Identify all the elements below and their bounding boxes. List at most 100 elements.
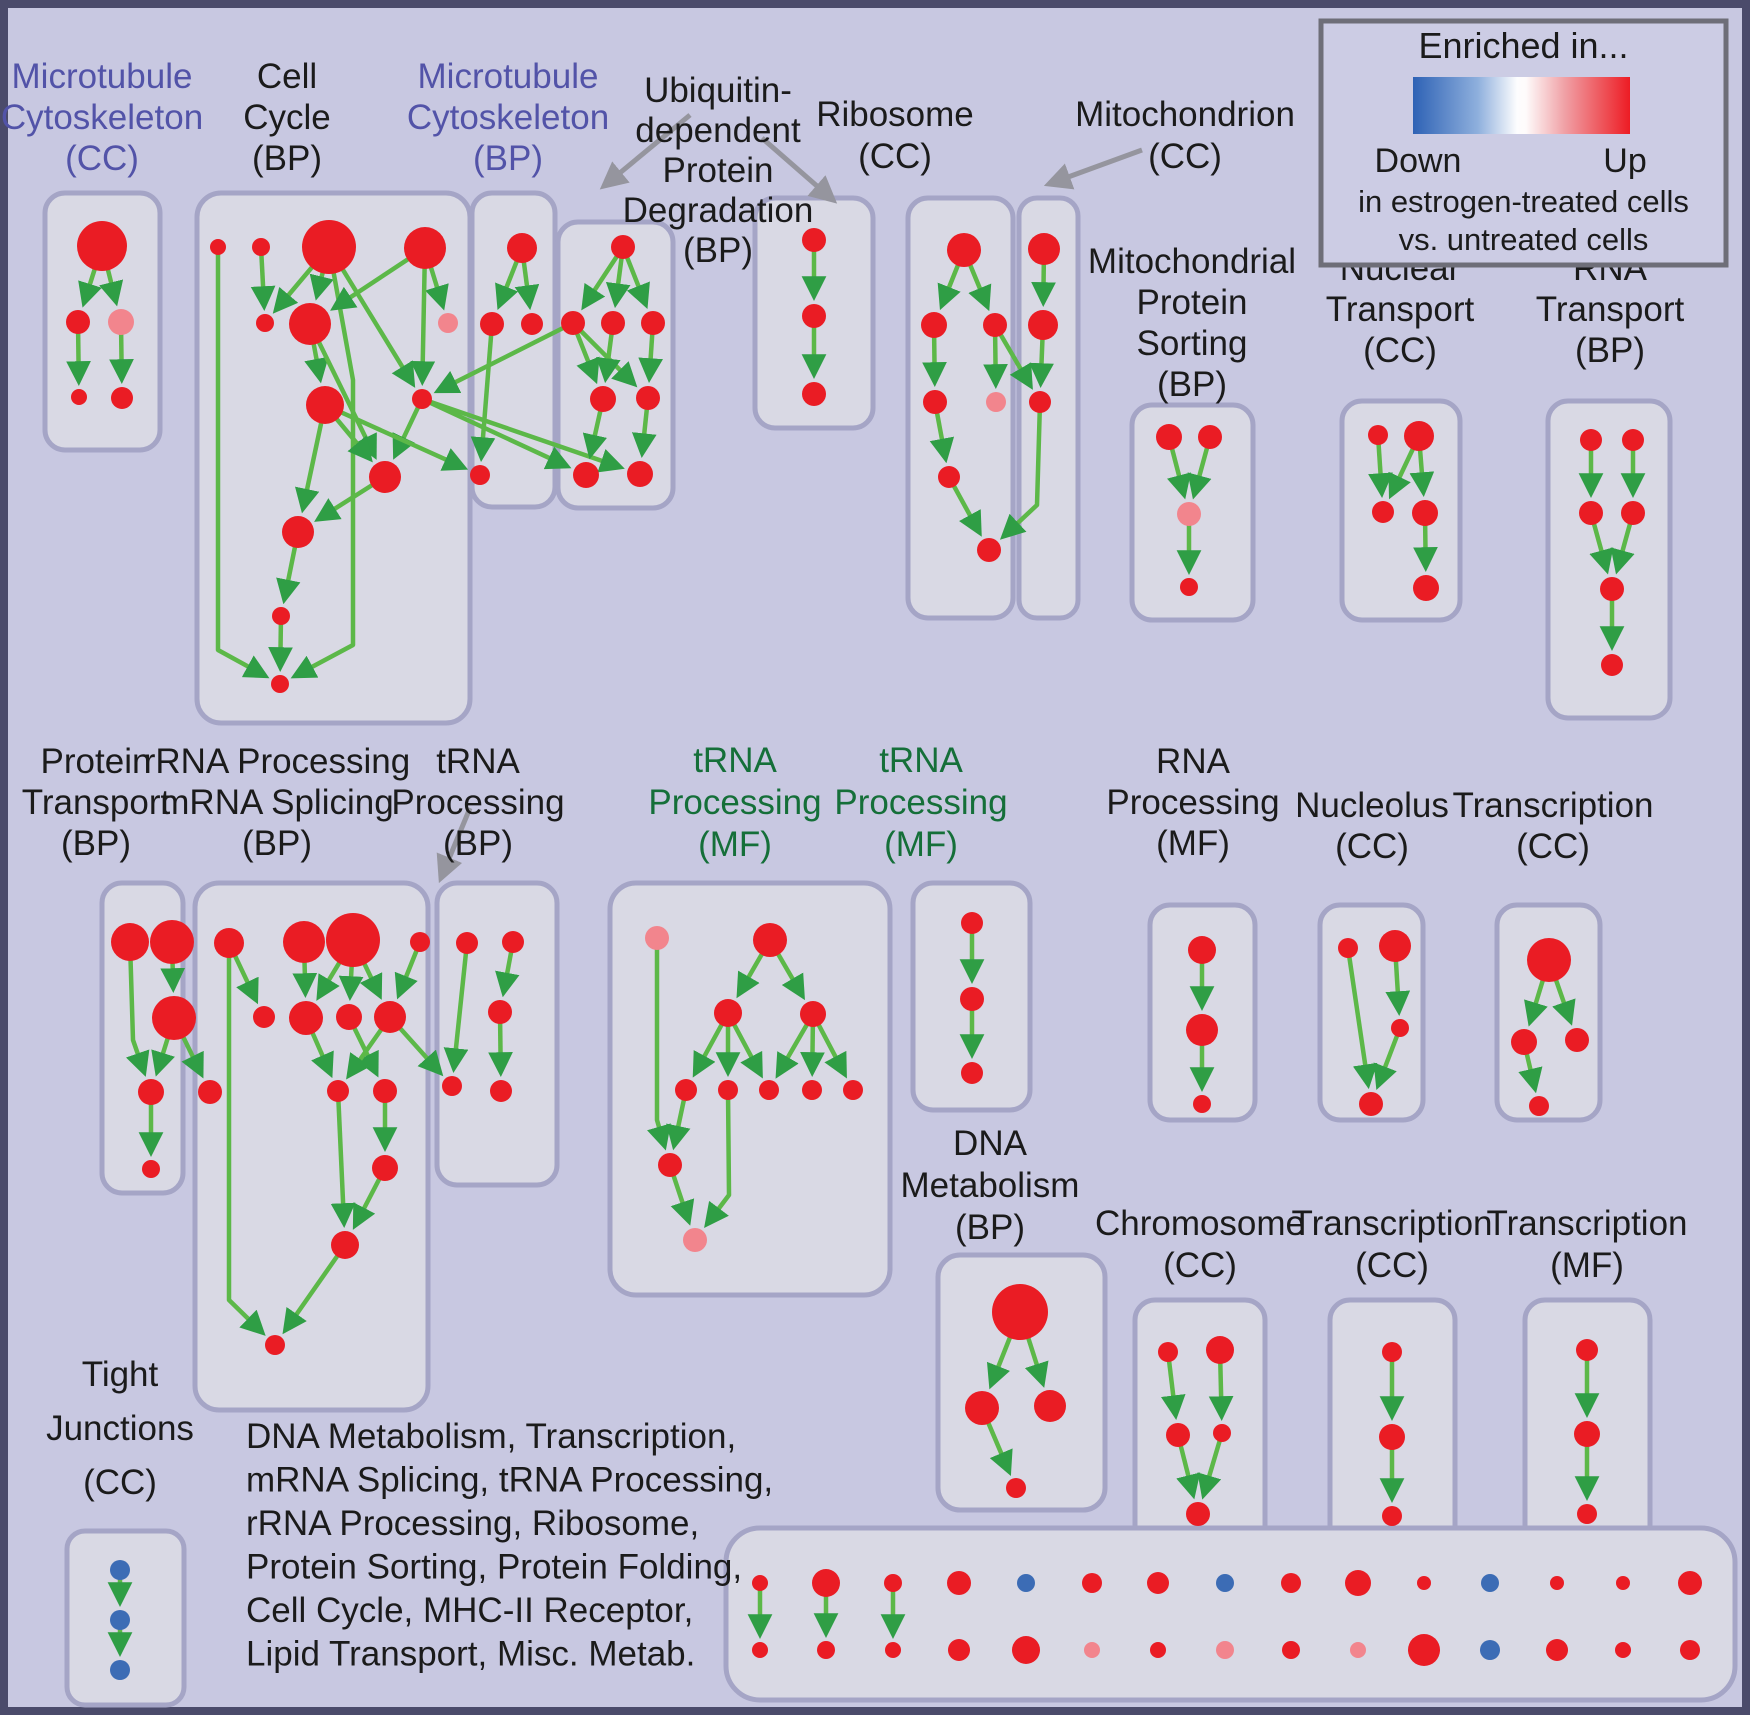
node-g2 xyxy=(1511,1029,1537,1055)
misc-groups-text-line2: mRNA Splicing, tRNA Processing, xyxy=(246,1461,773,1500)
node-c2 xyxy=(1206,1336,1234,1364)
node-u4 xyxy=(641,311,665,335)
node-c3 xyxy=(1166,1423,1190,1447)
node-c1 xyxy=(1158,1342,1178,1362)
node-wb6 xyxy=(1084,1642,1100,1658)
node-rr0 xyxy=(198,1080,222,1104)
cluster-label-mitochondrion-line2: (CC) xyxy=(1148,137,1222,176)
node-n13 xyxy=(271,675,289,693)
node-q6 xyxy=(1601,654,1623,676)
node-ka xyxy=(714,999,742,1027)
cluster-label-trna-bp-line1: tRNA xyxy=(436,742,520,781)
legend-title: Enriched in... xyxy=(1418,25,1628,66)
node-g1 xyxy=(1527,938,1571,982)
node-s2 xyxy=(1198,425,1222,449)
node-p5 xyxy=(1413,575,1439,601)
node-t3 xyxy=(1029,391,1051,413)
node-q1 xyxy=(1580,429,1602,451)
cluster-label-mito-sorting-line3: Sorting xyxy=(1137,324,1248,363)
node-q2 xyxy=(1622,429,1644,451)
legend-up-label: Up xyxy=(1603,142,1646,180)
node-j2 xyxy=(110,1610,130,1630)
node-u2 xyxy=(561,311,585,335)
edge-tb1-tb4 xyxy=(443,942,470,1074)
node-b3 xyxy=(983,313,1007,337)
cluster-label-ubiquitin-line2: dependent xyxy=(635,111,801,150)
node-g3 xyxy=(1565,1028,1589,1052)
cluster-label-mito-sorting-line2: Protein xyxy=(1137,283,1248,322)
node-y4 xyxy=(1359,1092,1383,1116)
cluster-label-rna-processing-mf-line3: (MF) xyxy=(1156,824,1230,863)
node-c4 xyxy=(1213,1424,1231,1442)
node-ks1 xyxy=(675,1079,697,1101)
cluster-label-microtubule-bp-line2: Cytoskeleton xyxy=(407,98,609,137)
node-a1 xyxy=(77,221,127,271)
node-t2 xyxy=(1028,310,1058,340)
node-r12 xyxy=(331,1231,359,1259)
node-w5 xyxy=(142,1160,160,1178)
node-wb8 xyxy=(1216,1641,1234,1659)
legend-box xyxy=(1318,18,1729,268)
node-r2 xyxy=(283,921,325,963)
edge-n8-m4 xyxy=(324,402,469,471)
node-r3 xyxy=(326,913,380,967)
edge-r1-r13 xyxy=(226,943,266,1336)
node-wb11 xyxy=(1408,1634,1440,1666)
edge-n1-n13 xyxy=(215,247,270,679)
cluster-label-trna-mf-1-line2: Processing xyxy=(648,783,821,822)
node-n4 xyxy=(404,227,446,269)
node-u7 xyxy=(573,462,599,488)
edge-u2-n9 xyxy=(433,320,575,394)
node-p3 xyxy=(1372,501,1394,523)
node-r9 xyxy=(327,1080,349,1102)
node-y3 xyxy=(1391,1019,1409,1037)
cluster-label-microtubule-cc-line3: (CC) xyxy=(65,139,139,178)
node-wt7 xyxy=(1147,1572,1169,1594)
edge-ks2-kp xyxy=(704,1089,732,1228)
node-y1 xyxy=(1338,938,1358,958)
node-u8 xyxy=(627,461,653,487)
node-wt2 xyxy=(812,1569,840,1597)
node-wb3 xyxy=(885,1642,901,1658)
node-r13 xyxy=(265,1335,285,1355)
cluster-label-transcription-mf-line1: Transcription xyxy=(1487,1204,1688,1243)
cluster-label-ribosome-line2: (CC) xyxy=(858,137,932,176)
node-wb4 xyxy=(948,1639,970,1661)
node-a2 xyxy=(66,310,90,334)
node-wt6 xyxy=(1082,1573,1102,1593)
cluster-label-nuclear-transport-line3: (CC) xyxy=(1363,331,1437,370)
node-m3 xyxy=(521,313,543,335)
node-d4 xyxy=(1006,1478,1026,1498)
node-r10 xyxy=(373,1079,397,1103)
cluster-box-wb xyxy=(723,1525,1738,1703)
node-wt9 xyxy=(1281,1573,1301,1593)
cluster-label-trna-bp-line2: Processing xyxy=(391,783,564,822)
node-z1 xyxy=(961,912,983,934)
cluster-label-ubiquitin-line1: Ubiquitin- xyxy=(644,71,792,110)
node-wt10 xyxy=(1345,1570,1371,1596)
node-w2 xyxy=(150,920,194,964)
legend-subtitle-2: vs. untreated cells xyxy=(1399,222,1649,257)
cluster-label-transcription-cc-bot-line2: (CC) xyxy=(1355,1246,1429,1285)
node-q4 xyxy=(1621,501,1645,525)
cluster-label-rrna-processing-line2: mRNA Splicing xyxy=(160,783,393,822)
legend-gradient-bar xyxy=(1413,77,1630,134)
cluster-label-rna-transport-line2: Transport xyxy=(1536,290,1685,329)
cluster-label-microtubule-cc-line2: Cytoskeleton xyxy=(1,98,203,137)
cluster-label-nuclear-transport-line2: Transport xyxy=(1326,290,1475,329)
cluster-label-rna-processing-mf-line2: Processing xyxy=(1106,783,1279,822)
node-tb3 xyxy=(488,1000,512,1024)
cluster-label-trna-mf-1-line1: tRNA xyxy=(693,741,777,780)
node-f3 xyxy=(1577,1504,1597,1524)
node-wb1 xyxy=(752,1642,768,1658)
node-k0 xyxy=(645,926,669,950)
cluster-label-nucleolus-line1: Nucleolus xyxy=(1295,786,1449,825)
node-wb12 xyxy=(1480,1640,1500,1660)
node-s1 xyxy=(1156,424,1182,450)
node-n6 xyxy=(289,303,331,345)
node-wt15 xyxy=(1678,1571,1702,1595)
node-wt13 xyxy=(1550,1576,1564,1590)
node-d3 xyxy=(1034,1390,1066,1422)
